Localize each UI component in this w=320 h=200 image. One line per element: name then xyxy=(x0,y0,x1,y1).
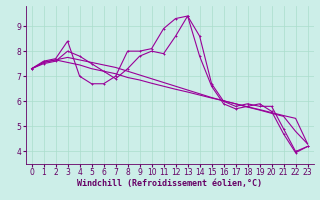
X-axis label: Windchill (Refroidissement éolien,°C): Windchill (Refroidissement éolien,°C) xyxy=(77,179,262,188)
